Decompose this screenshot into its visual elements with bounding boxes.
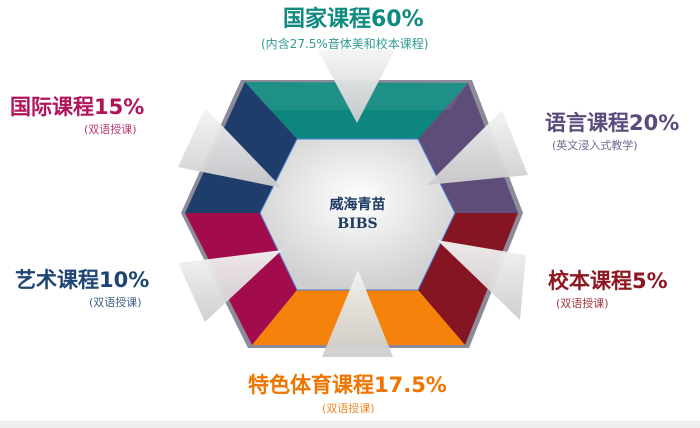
label-national-curriculum: 国家课程60% <box>283 7 424 32</box>
bottom-divider <box>0 421 700 428</box>
school-abbr: BIBS <box>337 216 378 232</box>
note-national-curriculum: (内含27.5%音体美和校本课程) <box>261 37 429 51</box>
arrow-lower-left <box>178 250 282 322</box>
arrow-lower-right <box>437 240 526 320</box>
note-school-curriculum: (双语授课) <box>556 297 609 310</box>
center-label: 威海青苗 BIBS <box>297 196 418 234</box>
segment-lower-right <box>418 213 518 345</box>
arrow-upper-right <box>427 110 528 185</box>
note-arts-curriculum: (双语授课) <box>89 296 142 309</box>
label-arts-curriculum: 艺术课程10% <box>15 268 150 292</box>
label-international-curriculum: 国际课程15% <box>10 95 145 119</box>
note-language-curriculum: (英文浸入式教学) <box>552 139 638 152</box>
arrow-upper-left <box>178 108 282 188</box>
arrow-top <box>318 50 395 123</box>
arrow-bottom <box>322 270 393 357</box>
note-international-curriculum: (双语授课) <box>84 123 137 136</box>
label-school-curriculum: 校本课程5% <box>548 269 668 293</box>
center-hexagon <box>259 138 456 291</box>
label-sports-curriculum: 特色体育课程17.5% <box>248 373 447 397</box>
note-sports-curriculum: (双语授课) <box>322 402 375 415</box>
school-name: 威海青苗 <box>329 197 386 213</box>
label-language-curriculum: 语言课程20% <box>545 111 680 135</box>
